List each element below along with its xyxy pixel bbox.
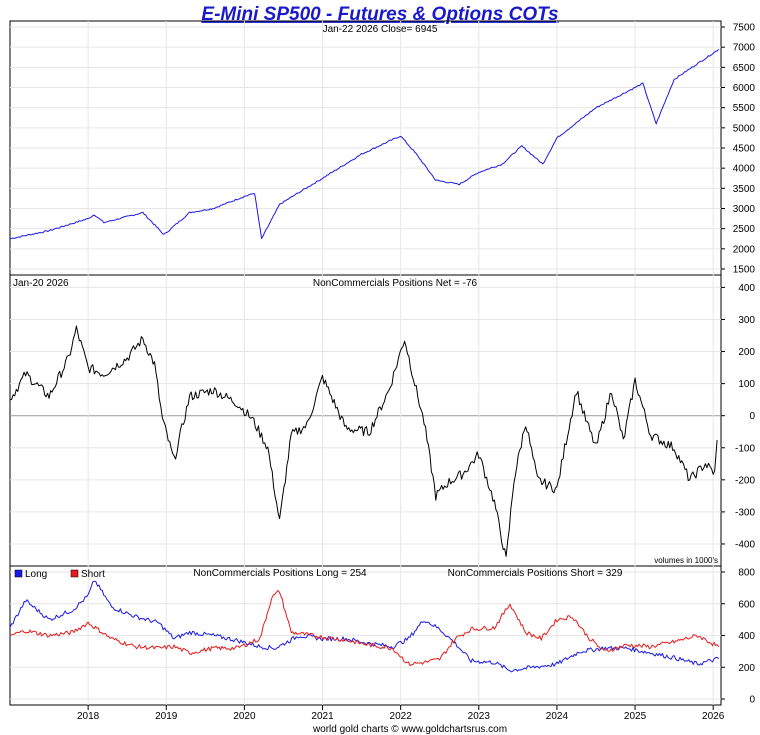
y-tick-label: 400 bbox=[738, 631, 755, 642]
volumes-footnote: volumes in 1000's bbox=[654, 556, 718, 565]
y-tick-label: 3500 bbox=[733, 184, 756, 195]
y-tick-label: 3000 bbox=[733, 204, 756, 215]
y-tick-label: 5500 bbox=[733, 103, 756, 114]
y-tick-label: 400 bbox=[738, 283, 755, 294]
y-tick-label: 6000 bbox=[733, 83, 756, 94]
y-tick-label: 2500 bbox=[733, 224, 756, 235]
long-positions-label: NonCommercials Positions Long = 254 bbox=[193, 568, 367, 579]
y-tick-label: 4000 bbox=[733, 164, 756, 175]
short-positions-label: NonCommercials Positions Short = 329 bbox=[448, 568, 623, 579]
chart-title: E-Mini SP500 - Futures & Options COTs bbox=[201, 4, 558, 25]
price-header: Jan-22 2026 Close= 6945 bbox=[323, 24, 438, 35]
x-tick-label: 2023 bbox=[468, 711, 491, 722]
y-tick-label: 7000 bbox=[733, 43, 756, 54]
y-tick-label: -300 bbox=[735, 507, 755, 518]
y-tick-label: 2000 bbox=[733, 244, 756, 255]
y-tick-label: 100 bbox=[738, 379, 755, 390]
close-series-line bbox=[9, 49, 720, 240]
y-tick-label: 0 bbox=[749, 411, 755, 422]
y-tick-label: -100 bbox=[735, 443, 755, 454]
x-tick-labels: 2018 2019 2020 2021 2022 2023 2024 2025 2026 bbox=[77, 705, 725, 722]
y-tick-label: 800 bbox=[738, 568, 755, 579]
x-tick-label: 2020 bbox=[233, 711, 256, 722]
y-tick-label: -400 bbox=[735, 539, 755, 550]
y-tick-label: 1500 bbox=[733, 265, 756, 276]
legend-short-label: Short bbox=[81, 569, 105, 580]
series-lines bbox=[9, 49, 720, 673]
y-tick-label: 300 bbox=[738, 315, 755, 326]
net-date-label: Jan-20 2026 bbox=[13, 278, 69, 289]
footer-credit: world gold charts © www.goldchartsrus.co… bbox=[312, 724, 507, 735]
y-tick-label: 200 bbox=[738, 663, 755, 674]
net-panel-frame bbox=[9, 274, 722, 567]
legend-long-label: Long bbox=[25, 569, 47, 580]
legend-short-swatch bbox=[70, 569, 79, 578]
y-tick-label: 4500 bbox=[733, 144, 756, 155]
y-tick-label: 0 bbox=[749, 695, 755, 706]
y-tick-labels: 1500200025003000350040004500500055006000… bbox=[733, 23, 756, 706]
x-tick-label: 2025 bbox=[624, 711, 647, 722]
y-tick-label: 7500 bbox=[733, 23, 756, 34]
net-positions-label: NonCommercials Positions Net = -76 bbox=[313, 278, 478, 289]
y-tick-label: 5000 bbox=[733, 123, 756, 134]
y-tick-label: 600 bbox=[738, 599, 755, 610]
x-tick-label: 2021 bbox=[311, 711, 334, 722]
short-series-line bbox=[9, 590, 720, 666]
net-series-line bbox=[9, 325, 718, 557]
y-tick-label: 6500 bbox=[733, 63, 756, 74]
x-tick-label: 2018 bbox=[77, 711, 100, 722]
long-series-line bbox=[9, 580, 720, 673]
x-tick-label: 2019 bbox=[155, 711, 178, 722]
gridlines bbox=[10, 21, 725, 705]
x-tick-label: 2022 bbox=[390, 711, 413, 722]
legend-long-swatch bbox=[14, 569, 23, 578]
y-tick-label: 200 bbox=[738, 347, 755, 358]
y-tick-label: -200 bbox=[735, 475, 755, 486]
x-tick-label: 2024 bbox=[546, 711, 569, 722]
x-tick-label: 2026 bbox=[702, 711, 725, 722]
